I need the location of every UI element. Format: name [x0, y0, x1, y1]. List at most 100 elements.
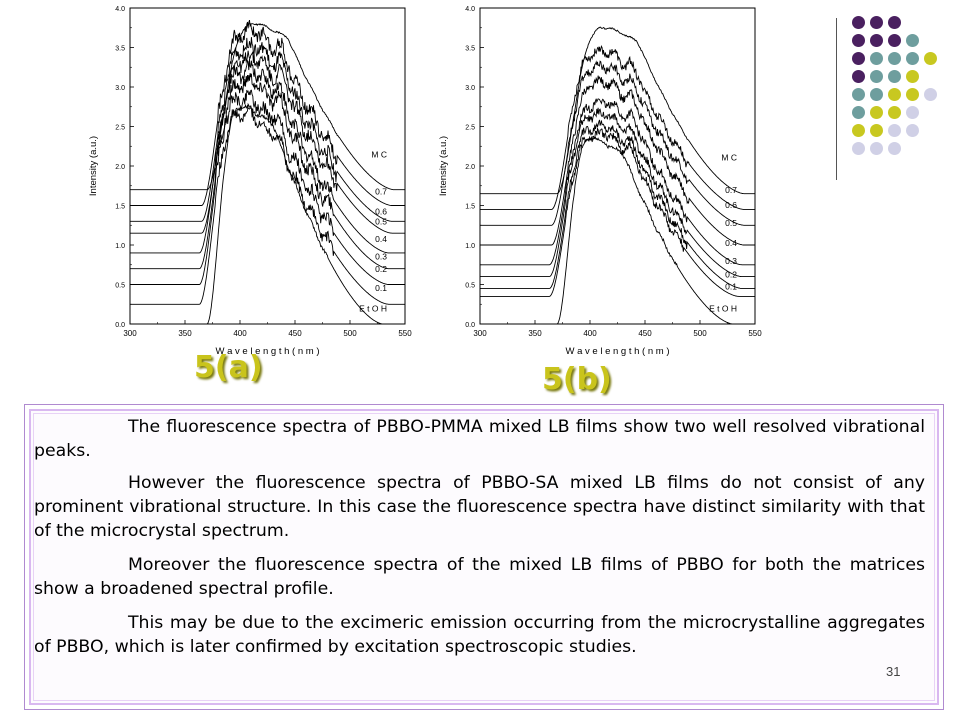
page-number: 31	[886, 664, 901, 679]
y-tick-label: 2.5	[115, 125, 125, 132]
series-label: 0.1	[375, 283, 387, 293]
y-tick-label: 3.0	[115, 85, 125, 92]
spectrum-line	[480, 107, 755, 278]
paragraph-pmma: The fluorescence spectra of PBBO-PMMA mi…	[34, 417, 925, 461]
y-tick-label: 2.0	[465, 164, 475, 171]
spectrum-line	[480, 45, 755, 210]
spectrum-line	[130, 22, 405, 191]
y-tick-label: 3.5	[465, 46, 475, 53]
description-textbox: The fluorescence spectra of PBBO-PMMA mi…	[24, 404, 944, 710]
decorative-dot	[906, 70, 919, 83]
decorative-dot	[870, 16, 883, 29]
series-label: E t O H	[709, 304, 737, 314]
series-label: 0.5	[375, 217, 387, 227]
x-tick-label: 500	[693, 329, 707, 338]
y-tick-label: 1.0	[115, 243, 125, 250]
spectrum-line	[130, 73, 405, 270]
decorative-dot	[852, 124, 865, 137]
spectrum-line	[130, 19, 405, 206]
y-tick-label: 2.0	[115, 164, 125, 171]
decorative-dot	[888, 70, 901, 83]
x-axis-label: W a v e l e n g t h ( n m )	[565, 346, 669, 357]
spectrum-line	[480, 75, 755, 246]
textbox-inner-border	[29, 409, 939, 705]
decorative-dot	[852, 88, 865, 101]
decorative-dot	[888, 52, 901, 65]
decorative-divider-line	[836, 18, 837, 180]
paragraph-excimeric: This may be due to the excimeric emissio…	[34, 613, 925, 657]
series-label: M C	[371, 149, 387, 159]
y-tick-label: 2.5	[465, 125, 475, 132]
decorative-dot	[906, 88, 919, 101]
x-tick-label: 350	[178, 329, 192, 338]
spectrum-line	[480, 60, 755, 226]
decorative-dot	[852, 70, 865, 83]
decorative-dot	[852, 142, 865, 155]
x-tick-label: 300	[123, 329, 137, 338]
y-tick-label: 0.5	[115, 283, 125, 290]
decorative-dot	[852, 52, 865, 65]
series-label: 0.5	[725, 218, 737, 228]
spectrum-line	[130, 58, 405, 254]
spectrum-line	[480, 119, 755, 289]
spectrum-line	[130, 102, 405, 305]
x-tick-label: 450	[288, 329, 302, 338]
spectrum-line	[480, 98, 755, 266]
x-tick-label: 350	[528, 329, 542, 338]
x-tick-label: 400	[583, 329, 597, 338]
series-label: 0.3	[375, 251, 387, 261]
spectrum-line	[130, 37, 405, 222]
decorative-dot	[888, 142, 901, 155]
decorative-dot	[852, 106, 865, 119]
spectrum-line	[130, 103, 405, 325]
x-tick-label: 550	[748, 329, 762, 338]
decorative-dot	[870, 106, 883, 119]
y-tick-label: 1.0	[465, 243, 475, 250]
y-axis-label: Intensity (a.u.)	[88, 136, 99, 196]
series-label: 0.7	[725, 185, 737, 195]
spectrum-line	[130, 89, 405, 285]
spectrum-line	[480, 136, 755, 325]
decorative-dot	[852, 34, 865, 47]
decorative-dot	[870, 70, 883, 83]
decorative-dot	[924, 88, 937, 101]
spectrum-line	[480, 126, 755, 297]
decorative-dot	[906, 124, 919, 137]
decorative-dot-grid	[836, 14, 946, 184]
decorative-dot	[906, 34, 919, 47]
decorative-dot	[870, 142, 883, 155]
y-tick-label: 0.0	[115, 322, 125, 329]
spectra-chart-a: 300 350 400 450 500 550 0.0 0.5 1.0 1.5 2.0 2.5 3.0 3…	[88, 6, 412, 357]
decorative-dot	[870, 34, 883, 47]
decorative-dot	[852, 16, 865, 29]
x-tick-label: 550	[398, 329, 412, 338]
decorative-dot	[888, 88, 901, 101]
paragraph-broadened: Moreover the fluorescence spectra of the…	[34, 555, 925, 599]
y-tick-label: 1.5	[115, 204, 125, 211]
decorative-dot	[906, 106, 919, 119]
textbox-inner-frame	[33, 413, 935, 701]
y-tick-label: 3.5	[115, 46, 125, 53]
series-label: 0.2	[375, 264, 387, 274]
decorative-dot	[888, 34, 901, 47]
series-label: M C	[721, 153, 737, 163]
figure-label-a: 5(a)	[194, 350, 263, 385]
spectra-chart-b: 300 350 400 450 500 550 0.0 0.5 1.0 1.5 2.0 2.5 3.0 3…	[438, 6, 762, 357]
y-tick-label: 4.0	[115, 6, 125, 13]
y-tick-label: 3.0	[465, 85, 475, 92]
series-label: 0.1	[725, 281, 737, 291]
y-tick-label: 0.5	[465, 283, 475, 290]
y-tick-label: 1.5	[465, 204, 475, 211]
series-label: 0.4	[375, 234, 387, 244]
y-tick-label: 4.0	[465, 6, 475, 13]
spectrum-line	[480, 26, 755, 195]
decorative-dot	[870, 52, 883, 65]
series-label: 0.7	[375, 187, 387, 197]
x-tick-label: 450	[638, 329, 652, 338]
x-tick-label: 500	[343, 329, 357, 338]
series-label: E t O H	[359, 304, 387, 314]
x-tick-label: 400	[233, 329, 247, 338]
series-label: 0.4	[725, 238, 737, 248]
figure-label-b: 5(b)	[542, 362, 612, 397]
decorative-dot	[906, 52, 919, 65]
